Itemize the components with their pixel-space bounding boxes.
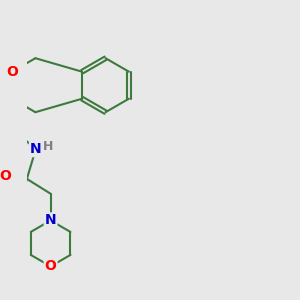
Text: N: N: [30, 142, 42, 156]
Text: O: O: [45, 260, 56, 273]
Text: N: N: [45, 214, 56, 227]
Text: O: O: [0, 169, 11, 183]
Text: O: O: [6, 65, 18, 79]
Text: H: H: [43, 140, 53, 153]
